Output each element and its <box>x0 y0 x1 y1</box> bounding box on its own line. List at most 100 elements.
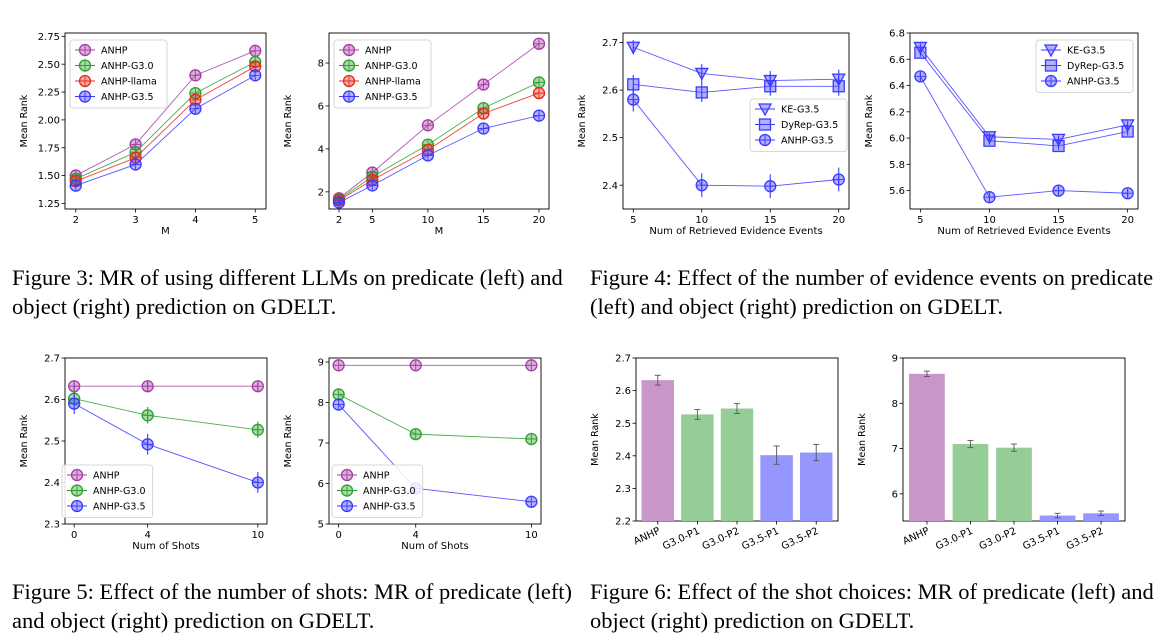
series-anhp-g3-5 <box>914 70 1134 204</box>
series-anhp-g3-5 <box>69 69 262 192</box>
y-tick-label: 2.7 <box>602 38 618 49</box>
fig3-right-chart: 2 4 6 8 Mean Rank 2 5 10 15 20 M ANHP ANHP-G3.0 ANHP-… <box>283 32 550 237</box>
y-tick-label: 1.25 <box>38 199 60 210</box>
y-tick-label: 2.4 <box>615 451 631 462</box>
y-axis-label: Mean Rank <box>283 414 294 467</box>
figure-3-caption: Figure 3: MR of using different LLMs on … <box>12 265 563 319</box>
data-point <box>626 41 641 55</box>
legend-label: ANHP-llama <box>365 77 421 88</box>
legend: KE-G3.5 DyRep-G3.5 ANHP-G3.5 <box>749 98 848 152</box>
series-line <box>919 76 1128 198</box>
bar-g3.5-p2 <box>799 452 833 521</box>
y-tick-label: 8 <box>318 59 324 70</box>
data-point <box>913 41 928 55</box>
x-tick-label: 4 <box>192 215 198 226</box>
legend: ANHP ANHP-G3.0 ANHP-llama ANHP-G3.5 <box>333 39 432 109</box>
legend-label: ANHP-G3.5 <box>781 136 834 147</box>
y-tick-label: 9 <box>318 358 324 369</box>
legend-box <box>333 39 432 109</box>
x-axis-label: Num of Retrieved Evidence Events <box>937 226 1110 237</box>
y-tick-label: 2.4 <box>44 478 60 489</box>
y-tick-label: 8 <box>318 398 324 409</box>
x-tick-label: 5 <box>252 215 258 226</box>
series-ke-g3-5 <box>626 40 846 91</box>
y-axis-label: Mean Rank <box>577 94 588 147</box>
y-tick-label: 2.3 <box>615 484 631 495</box>
fig4-left-chart: 2.4 2.5 2.6 2.7 Mean Rank 5 10 15 20 Num of Retri… <box>577 32 850 237</box>
figure-5-caption: Figure 5: Effect of the number of shots:… <box>12 579 573 633</box>
legend-label: ANHP-G3.0 <box>93 486 146 497</box>
series-line <box>920 47 1128 140</box>
y-tick-label: 2.6 <box>44 395 60 406</box>
x-tick-label: 5 <box>917 215 923 226</box>
data-point <box>764 80 777 93</box>
x-tick-label: 2 <box>73 215 79 226</box>
y-axis-label: Mean Rank <box>19 414 30 467</box>
y-axis-label: Mean Rank <box>590 413 601 466</box>
legend-label: ANHP-G3.5 <box>93 502 146 513</box>
x-tick-label: 0 <box>335 530 341 541</box>
x-tick-label: 20 <box>1121 215 1134 226</box>
x-tick-label: G3.0-P2 <box>701 526 742 553</box>
legend-label: ANHP <box>101 46 128 57</box>
x-tick-label: 15 <box>477 215 490 226</box>
legend-label: ANHP-G3.5 <box>101 92 154 103</box>
figure-4-caption: Figure 4: Effect of the number of eviden… <box>590 265 1154 319</box>
legend-label: ANHP <box>93 471 120 482</box>
x-tick-label: G3.0-P2 <box>978 526 1019 553</box>
plot-frame <box>64 32 267 210</box>
y-tick-label: 2.50 <box>38 60 60 71</box>
x-tick-label: G3.0-P1 <box>934 526 975 553</box>
y-tick-label: 9 <box>892 354 898 365</box>
legend-box <box>749 98 848 152</box>
series-line <box>633 46 839 82</box>
y-tick-label: 6 <box>318 479 324 490</box>
data-point <box>914 46 927 59</box>
y-tick-label: 6 <box>318 102 324 113</box>
series-line <box>633 83 839 93</box>
x-tick-label: 10 <box>525 530 538 541</box>
series-dyrep-g3-5 <box>914 46 1134 153</box>
series-anhp-g3-0 <box>332 388 538 446</box>
y-tick-label: 6.0 <box>889 134 905 145</box>
y-tick-label: 2.6 <box>602 86 618 97</box>
x-tick-label: G3.5-P1 <box>1021 526 1062 553</box>
series-anhp-g3-5 <box>627 87 845 199</box>
data-point <box>695 86 708 99</box>
legend: ANHP ANHP-G3.0 ANHP-G3.5 <box>61 464 154 518</box>
x-tick-label: 15 <box>1052 215 1065 226</box>
y-tick-label: 2.5 <box>615 419 631 430</box>
x-tick-label: G3.0-P1 <box>661 526 702 553</box>
bar-g3.5-p1 <box>1039 515 1076 521</box>
x-tick-label: 10 <box>422 215 435 226</box>
bar-g3.0-p2 <box>720 408 754 521</box>
series-dyrep-g3-5 <box>627 74 845 102</box>
y-tick-label: 7 <box>318 439 324 450</box>
y-axis-label: Mean Rank <box>283 94 294 147</box>
legend-label: ANHP-G3.5 <box>1067 77 1120 88</box>
legend-box <box>61 464 154 518</box>
x-tick-label: 4 <box>413 530 419 541</box>
data-point <box>1121 125 1134 138</box>
legend-label: ANHP-G3.0 <box>363 486 416 497</box>
y-tick-label: 2.4 <box>602 181 618 192</box>
series-anhp-g3-5 <box>332 109 546 209</box>
x-axis-label: M <box>161 226 170 237</box>
legend-label: ANHP <box>363 471 390 482</box>
legend-box <box>69 39 168 109</box>
y-tick-label: 2.5 <box>44 437 60 448</box>
y-axis-label: Mean Rank <box>864 94 875 147</box>
x-tick-label: G3.5-P2 <box>1065 526 1106 553</box>
y-tick-label: 2 <box>318 187 324 198</box>
series-line <box>75 61 256 180</box>
series-line <box>75 50 256 176</box>
y-tick-label: 2.2 <box>615 517 631 528</box>
y-tick-label: 2.25 <box>38 88 60 99</box>
x-tick-label: 2 <box>336 215 342 226</box>
x-tick-label: 3 <box>132 215 138 226</box>
legend-label: ANHP-G3.0 <box>101 61 154 72</box>
series-line <box>920 52 1128 147</box>
plot-frame <box>328 357 542 525</box>
legend-label: DyRep-G3.5 <box>1067 61 1124 72</box>
